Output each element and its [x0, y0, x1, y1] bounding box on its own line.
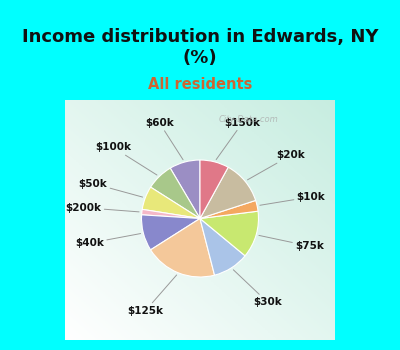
- Wedge shape: [200, 201, 258, 218]
- Text: All residents: All residents: [148, 77, 252, 92]
- Wedge shape: [200, 167, 256, 218]
- Text: $10k: $10k: [260, 192, 325, 205]
- Text: $60k: $60k: [145, 118, 183, 160]
- Text: Income distribution in Edwards, NY
(%): Income distribution in Edwards, NY (%): [22, 28, 378, 67]
- Text: City-Data.com: City-Data.com: [219, 114, 278, 124]
- Text: $20k: $20k: [248, 150, 305, 180]
- Text: $100k: $100k: [95, 142, 157, 175]
- Text: $50k: $50k: [79, 178, 142, 197]
- Wedge shape: [142, 187, 200, 218]
- Text: $150k: $150k: [216, 118, 261, 160]
- Wedge shape: [151, 218, 214, 277]
- Wedge shape: [200, 218, 245, 275]
- Bar: [0, 341, 400, 350]
- Wedge shape: [151, 168, 200, 218]
- Wedge shape: [200, 160, 228, 218]
- Text: $75k: $75k: [259, 236, 324, 251]
- Text: $30k: $30k: [233, 270, 282, 307]
- Text: $200k: $200k: [66, 203, 139, 213]
- Bar: [0, 91, 10, 341]
- Bar: [390, 91, 400, 341]
- Wedge shape: [170, 160, 200, 218]
- Wedge shape: [142, 209, 200, 218]
- Text: $40k: $40k: [75, 233, 141, 248]
- Wedge shape: [142, 215, 200, 250]
- Text: $125k: $125k: [128, 275, 177, 316]
- Wedge shape: [200, 211, 258, 256]
